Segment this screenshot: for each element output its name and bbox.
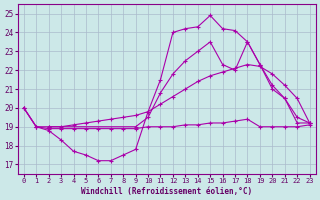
X-axis label: Windchill (Refroidissement éolien,°C): Windchill (Refroidissement éolien,°C) (81, 187, 252, 196)
